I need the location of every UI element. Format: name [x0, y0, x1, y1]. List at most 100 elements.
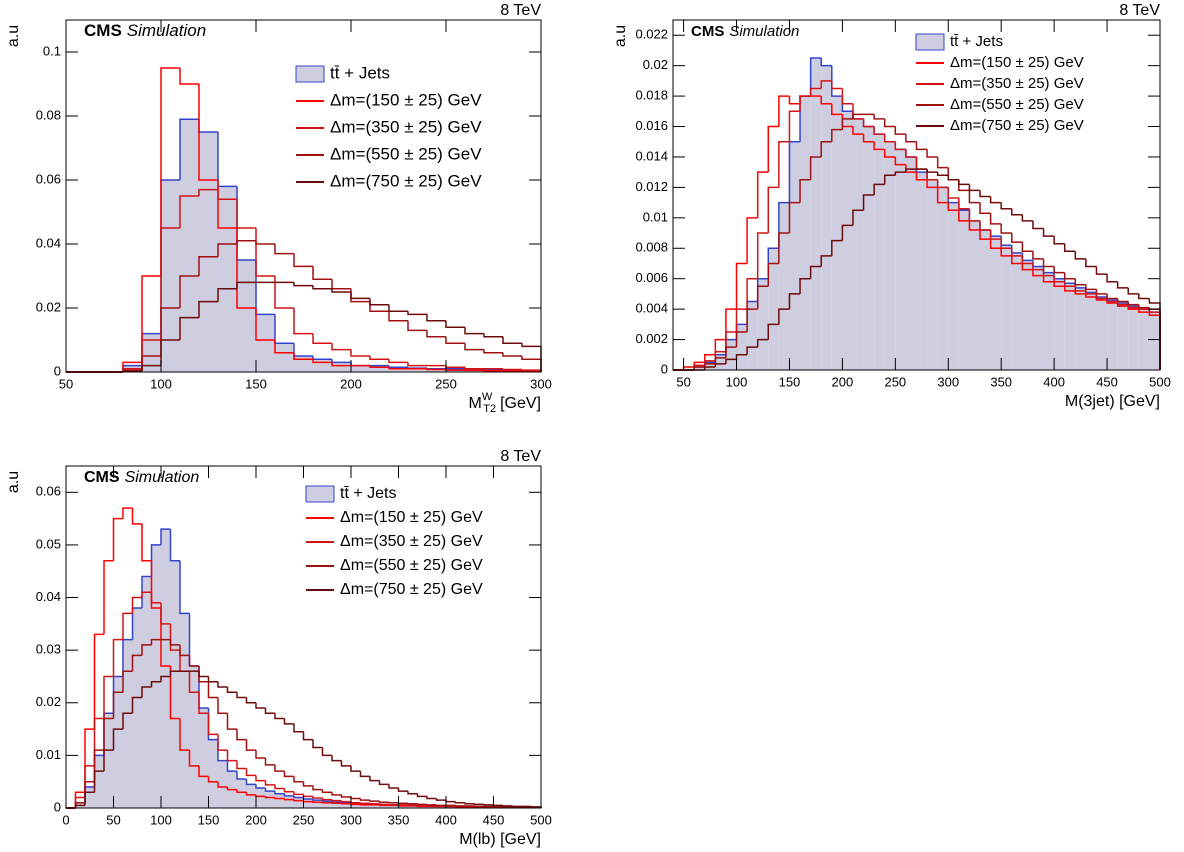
bin-step [217, 189, 237, 200]
bin-step [958, 198, 970, 210]
bin-step [820, 58, 832, 67]
bin-step [746, 277, 758, 310]
bin-fill [1011, 252, 1023, 370]
bin-step [862, 118, 875, 128]
bin-step [274, 764, 285, 772]
bin-step [1032, 220, 1044, 230]
bin-step [236, 789, 247, 793]
bin-step [894, 141, 906, 151]
bin-step [1021, 263, 1033, 271]
bin-step [820, 140, 832, 157]
bin-step [359, 798, 370, 801]
bin-fill [398, 805, 408, 808]
bin-step [1011, 245, 1023, 254]
bin-step [388, 367, 408, 370]
bin-step [312, 359, 332, 364]
bin-step [968, 190, 981, 204]
bin-fill [884, 141, 896, 370]
bin-step [704, 366, 716, 370]
bin-step [350, 796, 361, 800]
bin-step [714, 357, 726, 364]
cms-extra: Simulation [729, 23, 799, 40]
bin-step [915, 156, 928, 173]
bin-fill [874, 134, 885, 370]
bin-step [426, 804, 437, 806]
bin-fill [275, 793, 285, 808]
bin-step [112, 517, 123, 561]
bin-step [264, 796, 275, 799]
bin-step [331, 343, 351, 351]
legend-swatch [915, 33, 945, 51]
legend-label: Δm=(350 ± 25) GeV [340, 533, 483, 550]
bin-fill [189, 665, 199, 808]
bin-fill [256, 788, 266, 808]
bin-step [894, 156, 906, 166]
bin-step [926, 169, 938, 173]
bin-step [141, 275, 161, 363]
bin-step [236, 228, 256, 309]
bin-fill [789, 141, 801, 370]
bin-step [150, 680, 161, 687]
bin-step [236, 186, 256, 261]
y-tick-label: 0.018 [635, 88, 668, 103]
bin-step [350, 288, 370, 303]
bin-step [141, 523, 152, 562]
x-tick-label: 300 [937, 374, 959, 389]
bin-step [207, 681, 218, 699]
legend-label: Δm=(150 ± 25) GeV [330, 90, 482, 109]
bin-step [989, 239, 1002, 250]
bin-step [245, 792, 256, 796]
x-label-main: M(3jet) [GeV] [1065, 393, 1160, 410]
legend-swatch [305, 485, 335, 503]
bin-step [217, 697, 228, 715]
bin-fill [948, 202, 959, 370]
bin-step [841, 88, 853, 105]
bin-step [502, 805, 513, 807]
bin-step [169, 623, 180, 651]
bin-step [445, 320, 465, 328]
bin-step [407, 367, 427, 369]
bin-step [1095, 293, 1108, 300]
x-tick-label: 250 [884, 374, 906, 389]
bin-step [936, 187, 949, 204]
bin-step [936, 172, 949, 176]
y-tick-label: 0.02 [36, 299, 61, 314]
bin-step [788, 96, 801, 105]
bin-step [283, 788, 294, 793]
bin-step [989, 230, 1002, 240]
plot-frame [672, 19, 1161, 371]
bin-step [1074, 278, 1086, 286]
bin-step [883, 174, 896, 185]
bin-step [122, 612, 133, 640]
bin-step [1053, 266, 1065, 274]
y-tick-label: 0.004 [635, 301, 668, 316]
bin-step [407, 362, 427, 367]
bin-step [852, 209, 864, 226]
y-tick-label: 0 [54, 799, 61, 814]
energy-label: 8 TeV [500, 448, 541, 465]
bin-step [302, 794, 313, 798]
bin-step [407, 803, 418, 805]
bin-fill [1022, 260, 1033, 370]
bin-step [767, 186, 779, 234]
bin-step [1011, 255, 1023, 265]
bin-step [293, 253, 313, 268]
bin-step [905, 149, 917, 158]
bin-step [226, 686, 237, 693]
bin-step [1085, 258, 1097, 268]
bin-step [312, 799, 323, 801]
bin-step [809, 156, 822, 180]
bin-step [416, 803, 427, 806]
cms-extra: Simulation [127, 21, 206, 40]
bin-step [350, 801, 361, 804]
bin-step [283, 771, 294, 778]
bin-fill [332, 362, 351, 372]
bin-fill [704, 362, 716, 370]
bin-step [968, 220, 981, 231]
energy-label: 8 TeV [500, 2, 541, 19]
bin-fill [1043, 272, 1055, 370]
cms-label: CMS Simulation [84, 21, 206, 40]
bin-step [331, 279, 351, 290]
bin-step [407, 804, 418, 807]
bin-step [93, 633, 104, 730]
